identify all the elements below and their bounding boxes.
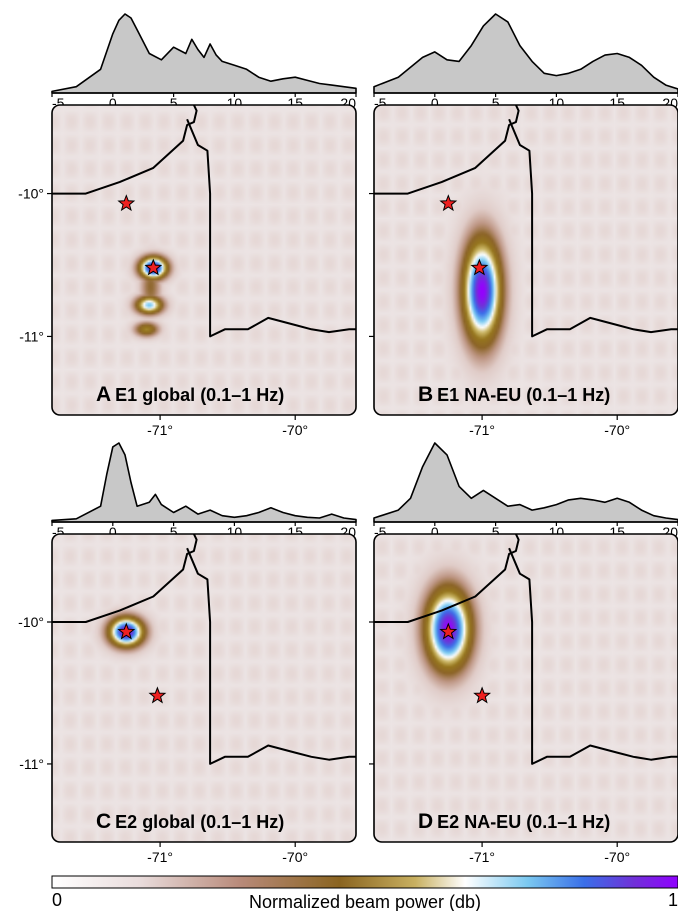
beam-power-heatmap: [52, 105, 356, 415]
colorbar-max-label: 1: [668, 890, 678, 910]
map-area: [52, 105, 356, 415]
lat-tick-label: -10°: [18, 186, 44, 202]
border-line: [52, 534, 198, 623]
epicenter-star: [473, 686, 492, 704]
time-function-area: [373, 442, 678, 523]
lat-tick-label: -11°: [19, 756, 44, 772]
epicenter-star: [470, 258, 489, 276]
border-line: [374, 534, 520, 623]
map-frame: [51, 104, 357, 416]
panel-letter: B: [418, 383, 433, 406]
border-line: [508, 118, 678, 338]
lon-tick-label: -70°: [282, 849, 308, 865]
map-frame: [51, 533, 357, 843]
lon-tick-label: -71°: [147, 422, 173, 438]
panel-title: E2 global (0.1–1 Hz): [115, 812, 284, 832]
time-tick-label: 0: [431, 95, 439, 111]
panel-title: E1 global (0.1–1 Hz): [115, 385, 284, 405]
panel-letter: C: [96, 810, 111, 833]
border-line: [186, 547, 356, 765]
panel-label: A E1 global (0.1–1 Hz): [96, 383, 284, 406]
panel-b: -5 0 5 10 15 20B E1 NA-EU (0.1–1 Hz)-71° -70°: [369, 13, 678, 438]
epicenter-star: [117, 622, 136, 640]
lon-tick-label: -71°: [469, 849, 495, 865]
lon-tick-label: -70°: [282, 422, 308, 438]
lon-tick-label: -71°: [469, 422, 495, 438]
panel-d: -5 0 5 10 15 20D E2 NA-EU (0.1–1 Hz)-71° -70°: [369, 442, 678, 865]
panel-letter: A: [96, 383, 111, 406]
map-frame: [373, 104, 678, 416]
beam-power-heatmap: [374, 534, 678, 842]
panel-title: E1 NA-EU (0.1–1 Hz): [437, 385, 610, 405]
lat-tick-label: -11°: [19, 328, 44, 344]
panel-letter: D: [418, 810, 433, 833]
epicenter-star: [439, 622, 458, 640]
border-line: [374, 105, 520, 195]
lon-tick-label: -71°: [147, 849, 173, 865]
panel-c: -5 0 5 10 15 20C E2 global (0.1–1 Hz)-71° -70°-…: [18, 442, 357, 865]
border-line: [52, 105, 198, 195]
map-area: [52, 534, 356, 842]
time-tick-label: 5: [492, 95, 500, 111]
epicenter-star: [148, 686, 167, 704]
map-area: [374, 534, 678, 842]
panel-label: C E2 global (0.1–1 Hz): [96, 810, 284, 833]
colorbar-bar: [51, 875, 678, 889]
panel-title: E2 NA-EU (0.1–1 Hz): [437, 812, 610, 832]
lat-tick-label: -10°: [18, 614, 44, 630]
time-tick-label: 5: [170, 524, 178, 540]
time-function-area: [51, 442, 357, 523]
epicenter-star: [117, 194, 136, 212]
epicenter-star: [439, 194, 458, 212]
time-tick-label: 5: [492, 524, 500, 540]
colorbar: 0 Normalized beam power (db) 1: [51, 875, 678, 911]
map-frame: [373, 533, 678, 843]
time-function-area: [373, 13, 678, 94]
lon-tick-label: -70°: [604, 422, 630, 438]
beam-power-heatmap: [374, 105, 678, 415]
map-area: [374, 105, 678, 415]
time-function-area: [51, 13, 357, 94]
panel-a: -5 0 5 10 15 20A E1 global (0.1–1 Hz)-71° -70°-…: [18, 13, 357, 438]
time-tick-label: 0: [109, 95, 117, 111]
epicenter-star: [144, 258, 163, 276]
panel-label: D E2 NA-EU (0.1–1 Hz): [418, 810, 610, 833]
panel-label: B E1 NA-EU (0.1–1 Hz): [418, 383, 610, 406]
colorbar-label: Normalized beam power (db): [249, 892, 481, 911]
border-line: [508, 547, 678, 765]
time-tick-label: 0: [109, 524, 117, 540]
border-line: [186, 118, 356, 338]
colorbar-min-label: 0: [52, 890, 62, 910]
lon-tick-label: -70°: [604, 849, 630, 865]
time-tick-label: 0: [431, 524, 439, 540]
time-tick-label: 5: [170, 95, 178, 111]
beam-power-heatmap: [52, 534, 356, 842]
